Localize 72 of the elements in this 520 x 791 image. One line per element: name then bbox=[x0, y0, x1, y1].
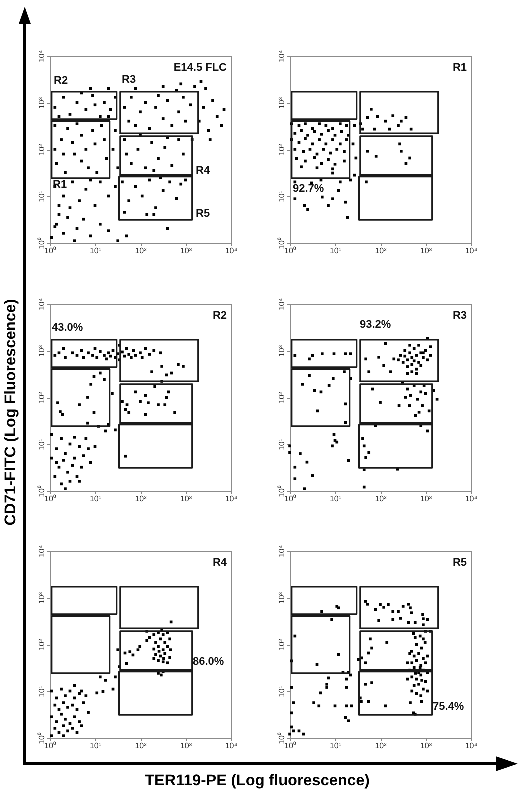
y-tick-label: 10⁴ bbox=[278, 50, 286, 63]
y-tick-label: 10¹ bbox=[38, 686, 46, 698]
annotation: 86.0% bbox=[193, 656, 224, 668]
y-tick-label: 10⁴ bbox=[278, 298, 286, 311]
text: R2 bbox=[212, 310, 227, 322]
annotation: R1 bbox=[53, 179, 68, 191]
annotation: R3 bbox=[122, 74, 136, 86]
text: E14.5 FLC bbox=[174, 62, 228, 74]
x-tick-label: 10⁰ bbox=[284, 246, 296, 256]
y-tick-label: 10³ bbox=[38, 592, 46, 604]
y-tick-label: 10³ bbox=[278, 592, 286, 604]
text: R1 bbox=[452, 62, 467, 74]
y-tick-label: 10¹ bbox=[278, 438, 286, 451]
text: R3 bbox=[452, 310, 467, 322]
y-tick-label: 10¹ bbox=[278, 190, 286, 203]
x-tick-label: 10⁰ bbox=[44, 494, 56, 504]
x-tick-label: 10² bbox=[135, 742, 148, 750]
y-tick-label: 10³ bbox=[278, 345, 286, 358]
x-tick-label: 10² bbox=[375, 246, 388, 256]
y-tick-label: 10⁴ bbox=[278, 544, 286, 558]
x-tick-label: 10² bbox=[135, 494, 148, 504]
x-tick-label: 10⁴ bbox=[465, 494, 478, 504]
y-tick-label: 10³ bbox=[278, 97, 286, 110]
x-tick-label: 10¹ bbox=[330, 742, 342, 750]
annotation: 92.7% bbox=[293, 183, 324, 195]
x-tick-label: 10³ bbox=[420, 742, 432, 750]
annotation: 75.4% bbox=[433, 701, 464, 713]
annotation: R4 bbox=[196, 165, 211, 177]
y-tick-label: 10² bbox=[278, 144, 286, 156]
y-tick-label: 10³ bbox=[38, 97, 46, 110]
x-tick-label: 10⁰ bbox=[284, 742, 296, 750]
y-tick-label: 10⁴ bbox=[38, 50, 46, 63]
x-tick-label: 10⁰ bbox=[44, 742, 56, 750]
x-tick-label: 10⁰ bbox=[284, 494, 296, 504]
y-tick-label: 10¹ bbox=[38, 438, 46, 451]
y-tick-label: 10² bbox=[38, 144, 46, 156]
x-tick-label: 10³ bbox=[420, 246, 432, 256]
y-tick-label: 10⁴ bbox=[38, 298, 46, 311]
x-tick-label: 10⁴ bbox=[225, 494, 238, 504]
x-tick-label: 10² bbox=[375, 742, 388, 750]
x-tick-label: 10³ bbox=[180, 246, 192, 256]
y-tick-label: 10³ bbox=[38, 345, 46, 358]
x-tick-label: 10¹ bbox=[90, 246, 102, 256]
x-axis-title: TER119-PE (Log fluorescence) bbox=[145, 772, 370, 790]
x-tick-label: 10⁴ bbox=[465, 742, 478, 750]
x-tick-label: 10¹ bbox=[330, 494, 342, 504]
x-tick-label: 10⁴ bbox=[225, 742, 238, 750]
x-tick-label: 10² bbox=[375, 494, 388, 504]
x-tick-label: 10³ bbox=[180, 494, 192, 504]
annotation: 43.0% bbox=[52, 322, 84, 334]
y-tick-label: 10² bbox=[278, 638, 286, 651]
x-tick-label: 10¹ bbox=[90, 742, 102, 750]
y-tick-label: 10² bbox=[38, 638, 46, 651]
text: R5 bbox=[452, 557, 467, 569]
annotation: 93.2% bbox=[360, 319, 392, 331]
y-tick-label: 10² bbox=[38, 392, 46, 404]
annotation: R2 bbox=[54, 75, 68, 87]
x-tick-label: 10³ bbox=[420, 494, 432, 504]
y-axis-title: CD71-FITC (Log Fluorescence) bbox=[2, 299, 20, 526]
x-tick-label: 10³ bbox=[180, 742, 192, 750]
y-tick-label: 10⁴ bbox=[38, 544, 46, 558]
x-tick-label: 10² bbox=[135, 246, 148, 256]
x-tick-label: 10¹ bbox=[90, 494, 102, 504]
x-tick-label: 10¹ bbox=[330, 246, 342, 256]
y-tick-label: 10¹ bbox=[38, 190, 46, 203]
x-tick-label: 10⁰ bbox=[44, 246, 56, 256]
text: R4 bbox=[212, 557, 228, 569]
x-tick-label: 10⁴ bbox=[225, 246, 238, 256]
annotation: R5 bbox=[196, 208, 210, 220]
y-tick-label: 10² bbox=[278, 392, 286, 404]
y-tick-label: 10¹ bbox=[278, 686, 286, 698]
x-tick-label: 10⁴ bbox=[465, 246, 478, 256]
